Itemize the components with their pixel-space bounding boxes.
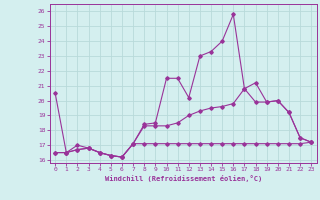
X-axis label: Windchill (Refroidissement éolien,°C): Windchill (Refroidissement éolien,°C) [105,175,262,182]
